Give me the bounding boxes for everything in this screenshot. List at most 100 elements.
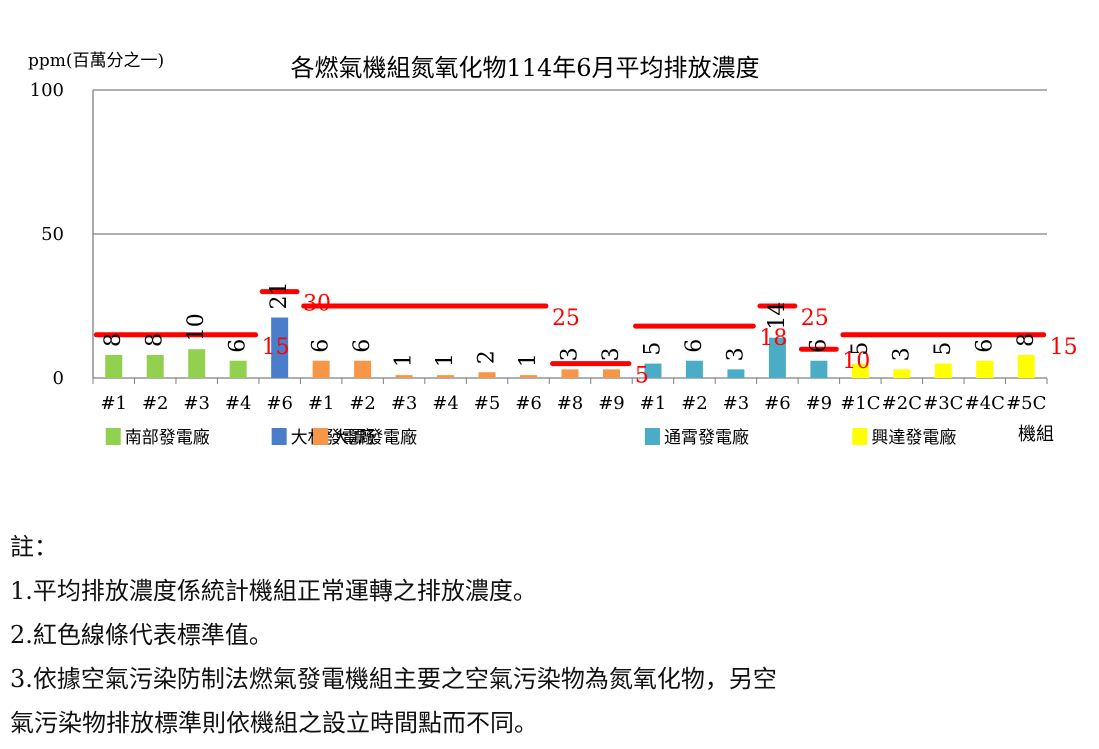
bar-value-label: 6: [806, 339, 831, 353]
y-tick-label: 0: [53, 368, 64, 389]
x-tick-label: #3C: [923, 393, 963, 414]
bar-value-label: 3: [558, 347, 583, 361]
legend-label: 興達發電廠: [871, 427, 956, 448]
bar-value-label: 1: [516, 353, 541, 367]
standard-value-label: 10: [842, 349, 870, 374]
standard-value-label: 5: [635, 364, 649, 389]
bar: [1017, 354, 1035, 378]
standard-value-label: 25: [552, 306, 580, 331]
x-tick-label: #4C: [965, 393, 1005, 414]
bar: [520, 375, 538, 378]
bar-value-label: 21: [267, 282, 292, 310]
bar-value-label: 3: [889, 347, 914, 361]
bar-value-label: 6: [682, 339, 707, 353]
bar: [437, 375, 455, 378]
x-tick-label: #6: [515, 393, 542, 414]
y-tick-label: 100: [30, 80, 64, 101]
standard-value-label: 25: [801, 306, 829, 331]
x-tick-label: #1: [640, 393, 667, 414]
standard-line-layer: 153025518251015: [93, 289, 1078, 389]
standard-value-label: 15: [1050, 335, 1078, 360]
bar-value-label: 8: [143, 333, 168, 347]
legend-label: 大林發電廠: [291, 427, 376, 448]
bar: [934, 363, 952, 378]
legend-swatch: [271, 428, 287, 445]
chart-title: 各燃氣機組氮氧化物114年6月平均排放濃度: [290, 54, 759, 82]
bar: [644, 363, 662, 378]
bar-value-label: 10: [184, 313, 209, 341]
bar: [478, 372, 496, 378]
bar-value-label: 3: [723, 347, 748, 361]
x-tick-label: #3: [183, 393, 210, 414]
x-tick-label: #2C: [882, 393, 922, 414]
x-tick-label: #5: [474, 393, 501, 414]
notes-heading: 註：: [10, 533, 58, 561]
y-axis-unit-label: ppm(百萬分之一): [28, 51, 164, 71]
x-tick-label: #9: [806, 393, 833, 414]
bar: [685, 360, 703, 378]
x-tick-label: #6: [266, 393, 293, 414]
label-layer: 8 #1 8 #2 10 #3 6 #4 21 #6 6 #1 6 #2 1 #3 1 #4 2 #5 1 #6 3 #8 3 #…: [100, 282, 1046, 414]
x-tick-label: #6: [764, 393, 791, 414]
note-item-2: 2.紅色線條代表標準值。: [10, 621, 273, 649]
bar: [229, 360, 247, 378]
y-tick-label: 50: [41, 224, 64, 245]
bar: [768, 337, 786, 378]
bar: [561, 369, 579, 378]
bar: [395, 375, 413, 378]
notes-section: 註： 1.平均排放濃度係統計機組正常運轉之排放濃度。 2.紅色線條代表標準值。 …: [10, 525, 1090, 745]
bar-value-label: 6: [226, 339, 251, 353]
bar-value-label: 5: [640, 342, 665, 356]
bar: [105, 354, 123, 378]
standard-value-label: 15: [262, 335, 290, 360]
bar-value-label: 14: [765, 302, 790, 330]
bar: [893, 369, 911, 378]
x-tick-label: #8: [557, 393, 584, 414]
legend-swatch: [313, 428, 329, 445]
grid-layer: 0 50 100: [30, 80, 1048, 389]
bar-value-label: 2: [475, 350, 500, 364]
x-tick-label: #4: [432, 393, 459, 414]
legend-label: 南部發電廠: [125, 427, 210, 448]
note-item-3-continued: 氣污染物排放標準則依機組之設立時間點而不同。: [10, 709, 538, 737]
legend-label: 通霄發電廠: [664, 427, 749, 448]
bar-value-label: 3: [599, 347, 624, 361]
bar: [312, 360, 330, 378]
bar-value-label: 8: [101, 333, 126, 347]
bar: [810, 360, 828, 378]
note-item-1: 1.平均排放濃度係統計機組正常運轉之排放濃度。: [10, 577, 537, 605]
legend-label: 大潭發電廠: [332, 427, 417, 448]
bar-value-label: 6: [972, 339, 997, 353]
bar: [851, 363, 869, 378]
x-axis-label: 機組: [1018, 424, 1054, 445]
bar: [976, 360, 994, 378]
nox-emission-chart: 各燃氣機組氮氧化物114年6月平均排放濃度 ppm(百萬分之一) 機組 0 50 1…: [28, 51, 1078, 448]
x-tick-label: #9: [598, 393, 625, 414]
bar: [146, 354, 164, 378]
bar-value-label: 1: [392, 353, 417, 367]
bar-value-label: 6: [350, 339, 375, 353]
x-tick-label: #5C: [1006, 393, 1046, 414]
x-tick-label: #1: [100, 393, 127, 414]
standard-value-label: 18: [759, 326, 787, 351]
x-tick-label: #3: [391, 393, 418, 414]
bar-value-label: 5: [931, 342, 956, 356]
bar-value-label: 8: [1014, 333, 1039, 347]
x-tick-label: #1: [308, 393, 335, 414]
x-tick-label: #1C: [840, 393, 880, 414]
bar-value-label: 6: [309, 339, 334, 353]
bar-value-label: 1: [433, 353, 458, 367]
legend-swatch: [105, 428, 121, 445]
bar-layer: [105, 317, 1035, 378]
x-tick-label: #2: [349, 393, 376, 414]
bar: [271, 317, 289, 378]
legend-swatch: [852, 428, 868, 445]
x-tick-label: #2: [142, 393, 169, 414]
bar: [727, 369, 745, 378]
legend-swatch: [644, 428, 660, 445]
x-tick-label: #2: [681, 393, 708, 414]
bar: [354, 360, 372, 378]
bar: [188, 349, 206, 378]
note-item-3: 3.依據空氣污染防制法燃氣發電機組主要之空氣污染物為氮氧化物，另空: [10, 665, 777, 693]
